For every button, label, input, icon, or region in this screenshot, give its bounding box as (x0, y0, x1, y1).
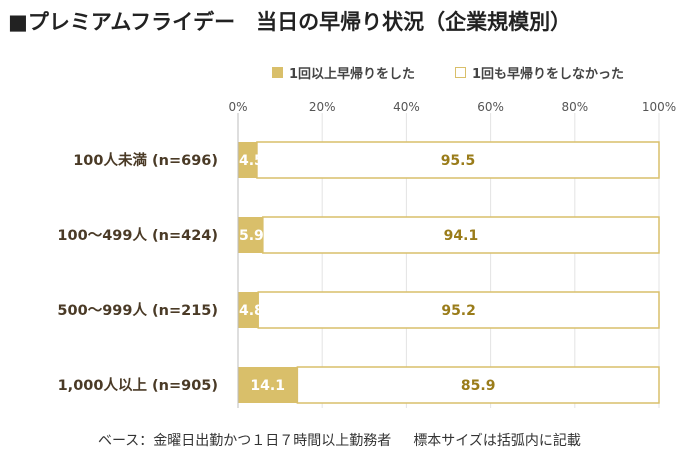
legend-item-early-leave: 1回以上早帰りをした (271, 63, 415, 82)
bar-early-leave (238, 142, 257, 178)
data-label-early-leave: 5.9 (239, 228, 264, 244)
data-label-no-early-leave: 85.9 (461, 378, 496, 394)
category-label: 100～499人 (n=424) (57, 227, 218, 244)
bar-no-early-leave (257, 291, 660, 329)
legend-swatch-no-early-leave (455, 67, 466, 78)
bar-early-leave (238, 367, 298, 403)
chart-title: ■プレミアムフライデー 当日の早帰り状況（企業規模別） (8, 10, 572, 34)
legend-item-no-early-leave: 1回も早帰りをしなかった (455, 63, 624, 82)
category-label: 500～999人 (n=215) (57, 302, 218, 319)
footnote: ベース：金曜日出勤かつ１日７時間以上勤務者 標本サイズは括弧内に記載 (98, 430, 581, 450)
x-tick-label: 80% (561, 100, 588, 114)
legend: 1回以上早帰りをした 1回も早帰りをしなかった (236, 63, 660, 82)
x-tick-label: 40% (393, 100, 420, 114)
category-label: 1,000人以上 (n=905) (58, 377, 218, 394)
bar-early-leave (238, 217, 263, 253)
bar-early-leave (238, 292, 259, 328)
footnote-base: ベース：金曜日出勤かつ１日７時間以上勤務者 (98, 433, 392, 449)
category-label: 100人未満 (n=696) (73, 151, 218, 169)
legend-label-no-early-leave: 1回も早帰りをしなかった (472, 67, 625, 82)
legend-swatch-early-leave (271, 67, 283, 78)
data-label-early-leave: 14.1 (250, 378, 285, 394)
data-label-no-early-leave: 95.2 (441, 303, 476, 319)
footnote-sample-note: 標本サイズは括弧内に記載 (413, 433, 581, 449)
bar-no-early-leave (262, 216, 660, 254)
legend-label-early-leave: 1回以上早帰りをした (288, 67, 415, 82)
x-tick-label: 0% (228, 100, 247, 114)
bar-no-early-leave (296, 366, 660, 404)
data-label-early-leave: 4.8 (239, 303, 264, 319)
x-tick-label: 100% (642, 100, 676, 114)
x-tick-label: 60% (477, 100, 504, 114)
x-tick-label: 20% (309, 100, 336, 114)
data-label-no-early-leave: 95.5 (441, 153, 476, 169)
data-label-no-early-leave: 94.1 (444, 228, 479, 244)
data-label-early-leave: 4.5 (239, 153, 264, 169)
